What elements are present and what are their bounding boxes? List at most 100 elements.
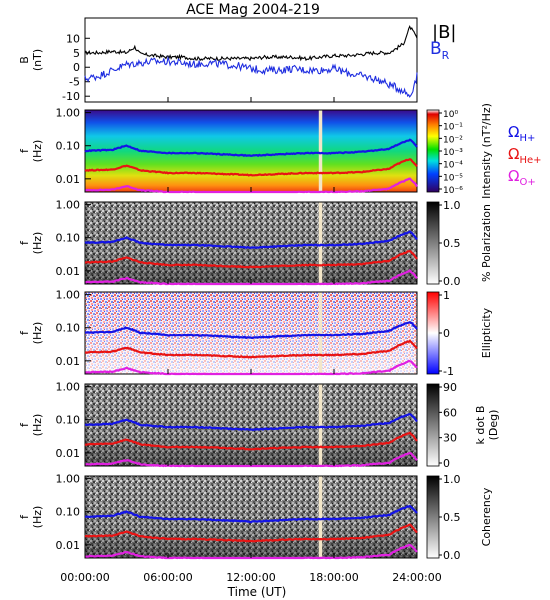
- gyro-line-omega-he: [84, 431, 418, 451]
- colorbar-tick-label: 30: [443, 432, 457, 445]
- colorbar-tick-label: 10⁻⁴: [443, 161, 463, 171]
- panel-polarization: 1.00 0.10 0.01 f (Hz) 1.0 0.5 0.0 % Polarization: [18, 199, 493, 288]
- y-tick-label: 0.10: [56, 506, 81, 519]
- colorbar: [426, 383, 440, 467]
- colorbar-tick-label: 0: [443, 457, 450, 470]
- colorbar: [426, 201, 440, 285]
- panel-k-dot-b: 1.00 0.10 0.01 f (Hz) 90 60 30 0 k dot B (Deg): [18, 381, 500, 470]
- colorbar-tick-label: 10⁰: [443, 110, 458, 120]
- colorbar-tick-label: 10⁻⁵: [443, 173, 463, 183]
- data-gap: [318, 384, 323, 466]
- y-tick-label: 0.10: [56, 140, 81, 153]
- colorbar-label: % Polarization: [480, 204, 493, 282]
- y-tick-label: 0.01: [56, 265, 81, 278]
- colorbar-label: Coherency: [480, 487, 493, 546]
- series-line-b: [84, 24, 418, 62]
- y-tick-label: 1.00: [56, 381, 81, 394]
- gyro-line-omega-h: [84, 230, 418, 249]
- colorbar-label: Ellipticity: [480, 307, 493, 358]
- x-axis: 00:00:00 06:00:00 12:00:00 18:00:00 24:00:00: [60, 571, 441, 584]
- colorbar-tick-label: 10⁻³: [443, 148, 463, 158]
- series-line-br: [84, 55, 418, 98]
- legend-gyro-subscript: He+: [519, 155, 541, 166]
- y-tick-label: 10: [66, 32, 80, 45]
- gyro-line-omega-h: [85, 321, 418, 340]
- colorbar-tick-label: 10⁻¹: [443, 123, 463, 133]
- gyro-line-omega-he: [84, 157, 418, 177]
- colorbar-tick-label: 10⁻⁶: [443, 186, 463, 196]
- panel-b: 10 50 -5-10 B (nT): [18, 17, 418, 103]
- legend-gyro-omega-he: ΩHe+: [508, 145, 542, 166]
- y-axis-unit: (Hz): [31, 322, 44, 345]
- legend-gyro-omega-h: ΩH+: [508, 123, 535, 144]
- y-tick-label: 0.10: [56, 322, 81, 335]
- colorbar-tick-label: 10⁻²: [443, 135, 463, 145]
- y-tick-label: 0.10: [56, 414, 81, 427]
- colorbar-tick-label: 1.0: [443, 473, 461, 486]
- x-tick-label: 06:00:00: [143, 571, 192, 584]
- legend-gyro-subscript: H+: [519, 133, 535, 144]
- x-tick-label: 00:00:00: [60, 571, 109, 584]
- legend-b-r-sub: R: [442, 49, 450, 62]
- y-axis-label: f: [18, 514, 31, 519]
- legend-gyro-symbol: Ω: [508, 123, 519, 141]
- data-gap: [318, 476, 323, 558]
- x-tick-label: 12:00:00: [226, 571, 275, 584]
- gyro-line-omega-he: [84, 249, 418, 269]
- gyro-line-omega-h: [84, 504, 418, 524]
- data-gap: [318, 202, 323, 284]
- top-legend: |B| BR: [430, 22, 456, 62]
- colorbar-tick-label: 60: [443, 406, 457, 419]
- y-tick-label: 0.01: [56, 173, 81, 186]
- x-tick-label: 24:00:00: [392, 571, 441, 584]
- legend-b-r-main: B: [430, 39, 442, 59]
- y-tick-label: -5: [69, 76, 80, 89]
- y-axis-unit: (Hz): [31, 506, 44, 529]
- colorbar: [426, 475, 440, 559]
- y-tick-label: 0.10: [56, 232, 81, 245]
- figure-title: ACE Mag 2004-219: [186, 2, 320, 18]
- colorbar-label: k dot B: [474, 406, 487, 445]
- y-axis-unit: (Hz): [31, 414, 44, 437]
- legend-gyro-omega-o: ΩO+: [508, 167, 536, 188]
- x-axis-label: Time (UT): [227, 585, 287, 599]
- panel-coherency: 1.00 0.10 0.01 f (Hz) 1.0 0.5 0.0 Coherency: [18, 473, 493, 562]
- y-axis-unit: (nT): [31, 49, 44, 71]
- colorbar-tick-label: 0: [443, 327, 450, 340]
- y-tick-label: -10: [62, 90, 80, 103]
- colorbar-tick-label: 0.0: [443, 549, 461, 562]
- gyro-line-omega-he: [84, 523, 418, 543]
- y-axis-label: f: [18, 240, 31, 245]
- colorbar-tick-label: 1.0: [443, 199, 461, 212]
- panel-ellipticity: 1.00 0.10 0.01 f (Hz) 1 0 -1 Ellipticity: [18, 289, 493, 378]
- legend-b-total: |B|: [432, 22, 456, 43]
- y-tick-label: 5: [73, 47, 80, 60]
- legend-gyro-symbol: Ω: [508, 145, 519, 163]
- y-axis-label: f: [18, 330, 31, 335]
- y-axis-unit: (Hz): [31, 140, 44, 163]
- y-tick-label: 1.00: [56, 199, 81, 212]
- colorbar: [426, 109, 440, 193]
- gyrofrequency-legend: ΩH+ΩHe+ΩO+: [508, 123, 542, 188]
- data-gap: [318, 110, 323, 192]
- y-tick-label: 0: [73, 61, 80, 74]
- colorbar: [426, 291, 440, 375]
- y-axis-unit: (Hz): [31, 232, 44, 255]
- panel-intensity: 1.00 0.10 0.01 f (Hz) 10⁰ 10⁻¹ 10⁻² 10⁻³ 10⁻⁴ 10⁻⁵…: [18, 103, 493, 199]
- colorbar-tick-label: 0.5: [443, 237, 461, 250]
- gyro-line-omega-he: [84, 339, 418, 359]
- colorbar-tick-label: 90: [443, 381, 457, 394]
- gyro-line-omega-h: [84, 138, 418, 158]
- data-gap: [318, 292, 323, 374]
- x-tick-label: 18:00:00: [309, 571, 358, 584]
- legend-gyro-symbol: Ω: [508, 167, 519, 185]
- y-axis-label: f: [18, 422, 31, 427]
- colorbar-tick-label: 1: [443, 289, 450, 302]
- y-axis-label: f: [18, 148, 31, 153]
- colorbar-label: Intensity (nT²/Hz): [480, 103, 493, 199]
- legend-gyro-subscript: O+: [519, 177, 535, 188]
- plot-frame: [84, 17, 418, 103]
- legend-b-r: BR: [430, 39, 450, 62]
